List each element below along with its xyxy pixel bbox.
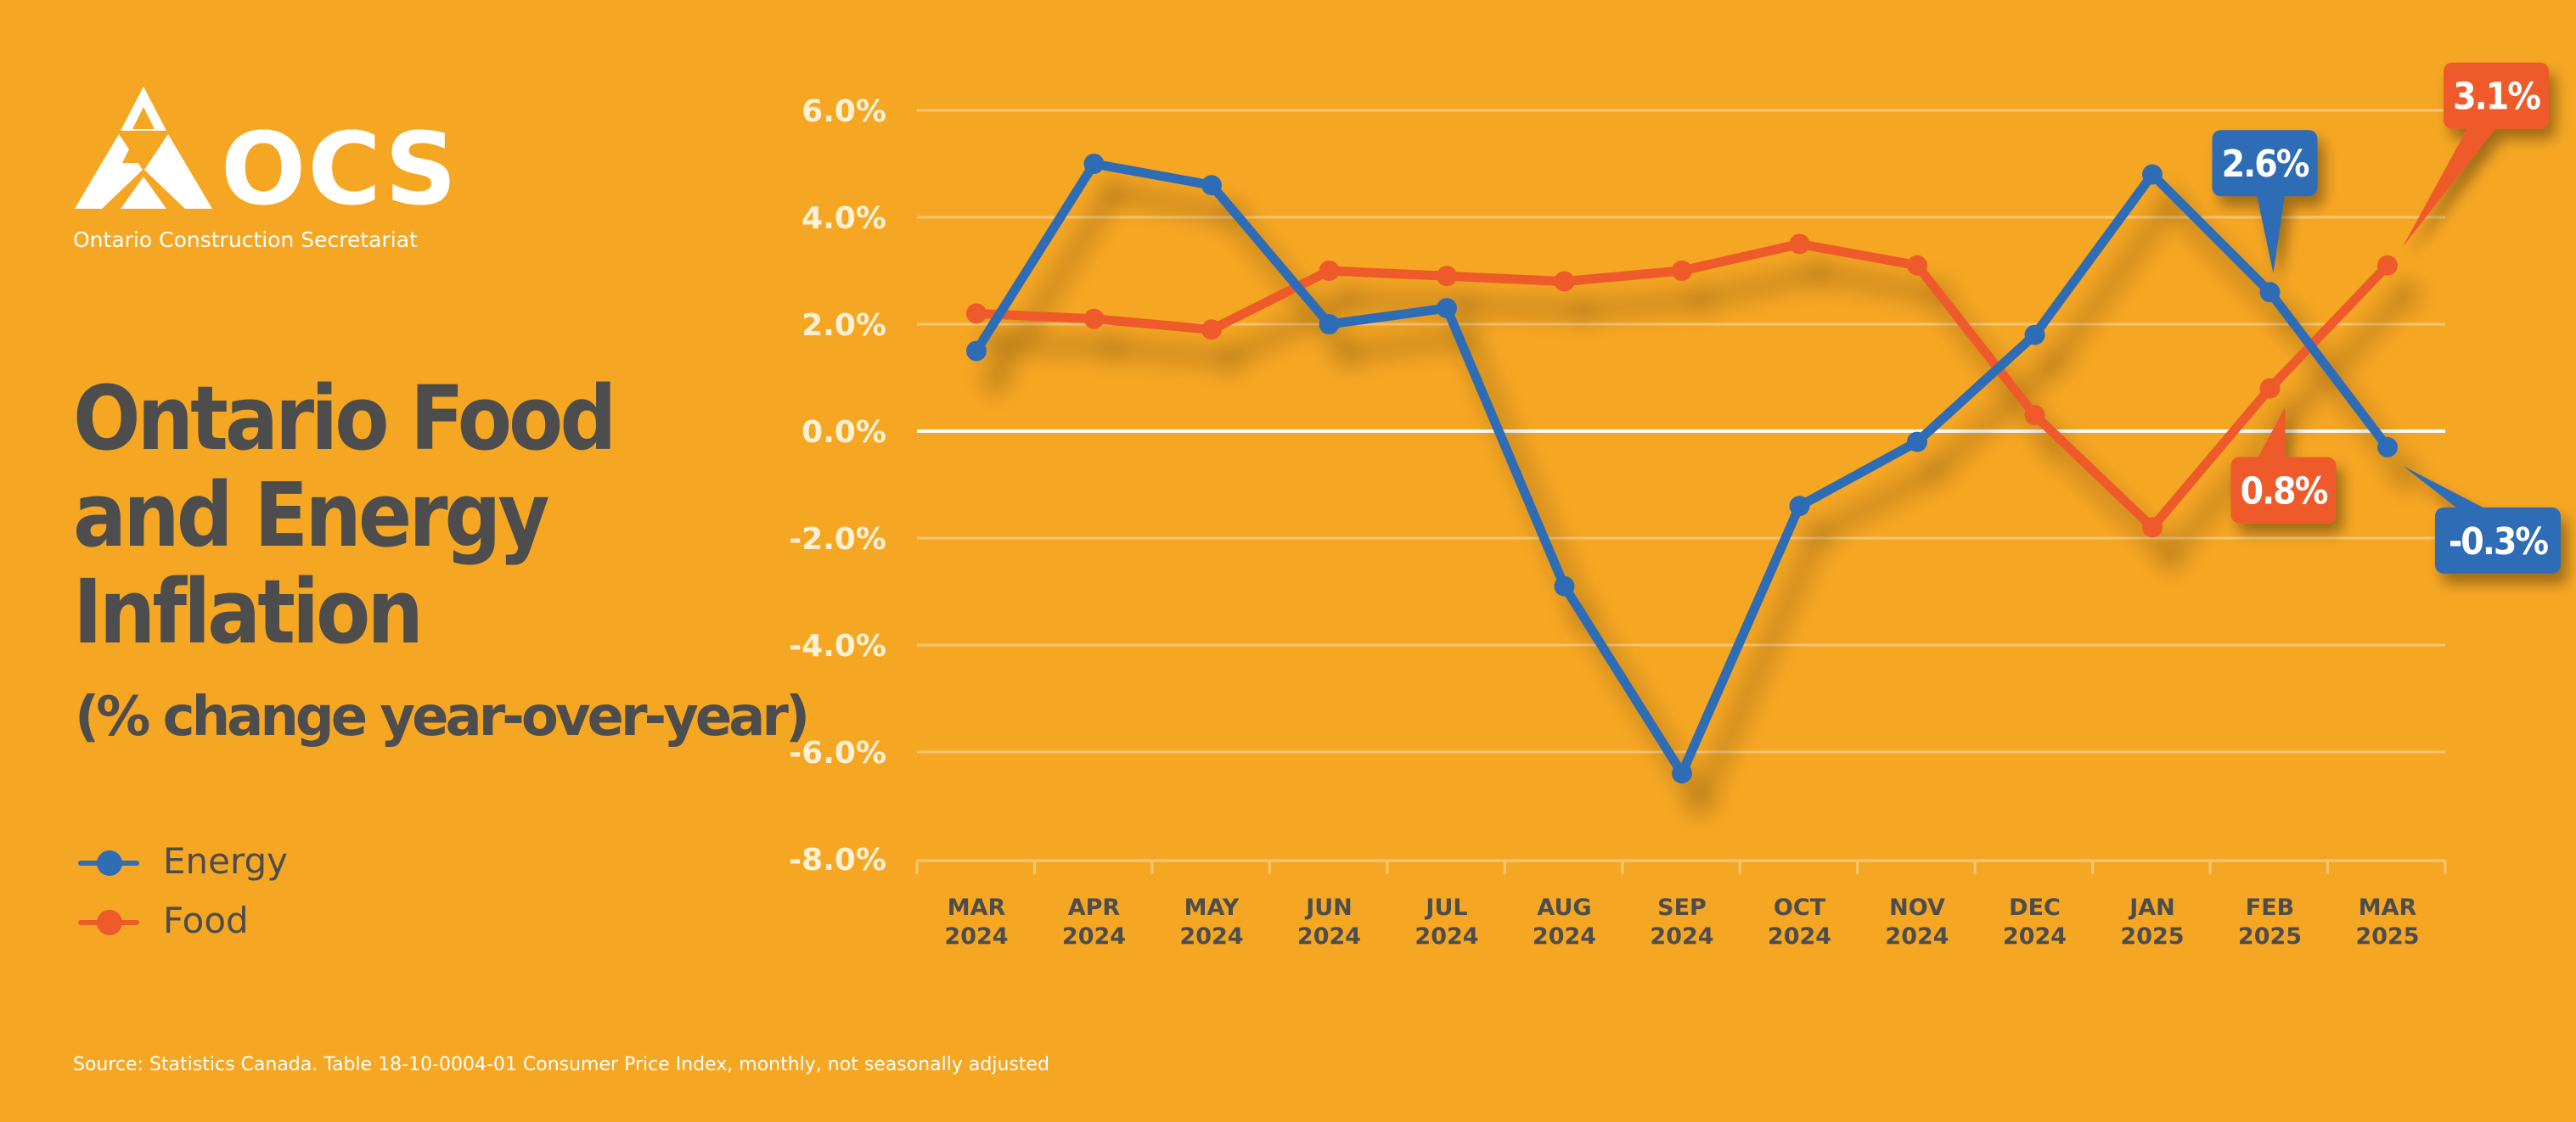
callout-pointer bbox=[2403, 465, 2489, 511]
data-point-energy bbox=[1672, 763, 1692, 784]
title-line-1: Ontario Food bbox=[73, 367, 616, 470]
callout-pointer bbox=[2403, 125, 2498, 247]
data-point-energy bbox=[1083, 154, 1105, 174]
ocs-flame-icon bbox=[75, 87, 212, 209]
data-point-food bbox=[966, 303, 987, 324]
chart-title: Ontario Food and Energy Inflation bbox=[73, 367, 616, 664]
data-point-food bbox=[1672, 261, 1692, 281]
y-tick-label: -4.0% bbox=[789, 629, 886, 664]
source-note: Source: Statistics Canada. Table 18-10-0… bbox=[73, 1054, 1049, 1075]
y-tick-label: -6.0% bbox=[789, 736, 886, 771]
ocs-logo: OCS Ontario Construction Secretariat bbox=[71, 81, 479, 260]
x-tick-label-month: FEB bbox=[2246, 895, 2294, 921]
data-point-food bbox=[1201, 319, 1222, 340]
data-point-food bbox=[1319, 261, 1340, 281]
callout-box bbox=[2212, 130, 2318, 197]
x-tick-label-month: MAR bbox=[948, 895, 1006, 921]
data-point-energy bbox=[966, 340, 987, 362]
x-tick-label-year: 2025 bbox=[2355, 923, 2419, 950]
y-tick-label: 6.0% bbox=[801, 94, 886, 129]
callout-label: 3.1% bbox=[2453, 76, 2540, 119]
series-lines bbox=[966, 154, 2398, 784]
data-point-energy bbox=[2259, 282, 2281, 303]
x-tick-label-year: 2024 bbox=[1415, 923, 1478, 950]
data-point-food bbox=[1083, 308, 1105, 329]
callout-food: 3.1% bbox=[2403, 62, 2549, 247]
x-tick-label-month: NOV bbox=[1889, 895, 1945, 921]
data-point-energy bbox=[2142, 164, 2163, 185]
title-line-3: Inflation bbox=[73, 560, 424, 664]
data-point-food bbox=[2142, 517, 2163, 538]
data-point-food bbox=[1437, 266, 1457, 287]
data-point-energy bbox=[2024, 324, 2045, 345]
callout-pointer bbox=[2256, 193, 2286, 274]
y-tick-label: -8.0% bbox=[789, 843, 886, 878]
data-point-food bbox=[2377, 255, 2398, 276]
data-point-food bbox=[1907, 255, 1927, 276]
legend-swatch-food bbox=[78, 910, 139, 935]
x-tick-label-year: 2024 bbox=[1533, 923, 1596, 950]
y-tick-label: 0.0% bbox=[801, 415, 886, 450]
data-point-energy bbox=[1319, 314, 1340, 334]
x-tick-label-month: MAR bbox=[2359, 895, 2417, 921]
y-tick-label: 2.0% bbox=[801, 308, 886, 343]
callout-label: -0.3% bbox=[2449, 520, 2549, 564]
x-tick-label-year: 2025 bbox=[2238, 923, 2302, 950]
legend-swatch-energy bbox=[78, 850, 139, 876]
x-tick-label-month: SEP bbox=[1657, 895, 1707, 921]
callout-label: 0.8% bbox=[2241, 470, 2328, 513]
x-tick-label-month: JUL bbox=[1424, 895, 1467, 921]
x-tick-label-year: 2025 bbox=[2120, 923, 2184, 950]
callout-energy: -0.3% bbox=[2403, 465, 2561, 574]
x-axis: MAR2024APR2024MAY2024JUN2024JUL2024AUG20… bbox=[915, 859, 2447, 950]
grid-lines: 6.0% 4.0% 2.0% 0.0% -2.0% -4.0% -6.0% -8.0% bbox=[789, 94, 2445, 878]
x-tick-label-month: MAY bbox=[1184, 895, 1240, 921]
logo-subtitle: Ontario Construction Secretariat bbox=[73, 227, 418, 252]
x-tick-label-year: 2024 bbox=[1297, 923, 1361, 950]
callout-energy: 2.6% bbox=[2212, 130, 2318, 274]
x-tick-label-year: 2024 bbox=[1062, 923, 1126, 950]
x-tick-label-year: 2024 bbox=[1885, 923, 1949, 950]
chart-subtitle: (% change year-over-year) bbox=[75, 686, 810, 749]
x-tick-label-month: JUN bbox=[1304, 895, 1353, 921]
x-tick-label-month: AUG bbox=[1537, 895, 1591, 921]
x-tick-label-year: 2024 bbox=[2003, 923, 2067, 950]
callout-pointer bbox=[2256, 407, 2286, 461]
data-point-food bbox=[1554, 271, 1575, 292]
data-point-food bbox=[2024, 405, 2045, 426]
data-point-energy bbox=[1789, 496, 1810, 517]
x-tick-label-year: 2024 bbox=[1650, 923, 1713, 950]
data-point-energy bbox=[1907, 431, 1927, 452]
data-point-energy bbox=[1201, 175, 1222, 196]
x-tick-label-year: 2024 bbox=[1768, 923, 1831, 950]
x-tick-label-month: OCT bbox=[1774, 895, 1826, 921]
data-point-energy bbox=[1554, 575, 1575, 597]
x-tick-label-year: 2024 bbox=[944, 923, 1008, 950]
callout-food: 0.8% bbox=[2230, 407, 2337, 524]
data-point-energy bbox=[2377, 436, 2398, 457]
legend-label-energy: Energy bbox=[163, 840, 289, 882]
x-tick-label-year: 2024 bbox=[1179, 923, 1243, 950]
x-tick-label-month: JAN bbox=[2128, 895, 2175, 921]
data-point-food bbox=[1789, 233, 1810, 255]
series-line-energy bbox=[971, 159, 2393, 778]
callout-box bbox=[2230, 457, 2337, 524]
callouts: 2.6% 3.1% 0.8% -0.3% bbox=[2212, 62, 2561, 574]
data-point-food bbox=[2259, 378, 2281, 399]
x-tick-label-month: DEC bbox=[2009, 895, 2061, 921]
data-point-energy bbox=[1437, 298, 1457, 319]
callout-label: 2.6% bbox=[2222, 143, 2309, 186]
logo-wordmark: OCS bbox=[221, 110, 459, 227]
callout-box bbox=[2435, 507, 2561, 574]
legend-label-food: Food bbox=[163, 900, 249, 941]
callout-box bbox=[2444, 62, 2549, 129]
series-line-food bbox=[971, 239, 2393, 532]
y-tick-label: -2.0% bbox=[789, 522, 886, 557]
x-tick-label-month: APR bbox=[1068, 895, 1121, 921]
title-line-2: and Energy bbox=[73, 463, 549, 567]
y-tick-label: 4.0% bbox=[801, 201, 886, 236]
